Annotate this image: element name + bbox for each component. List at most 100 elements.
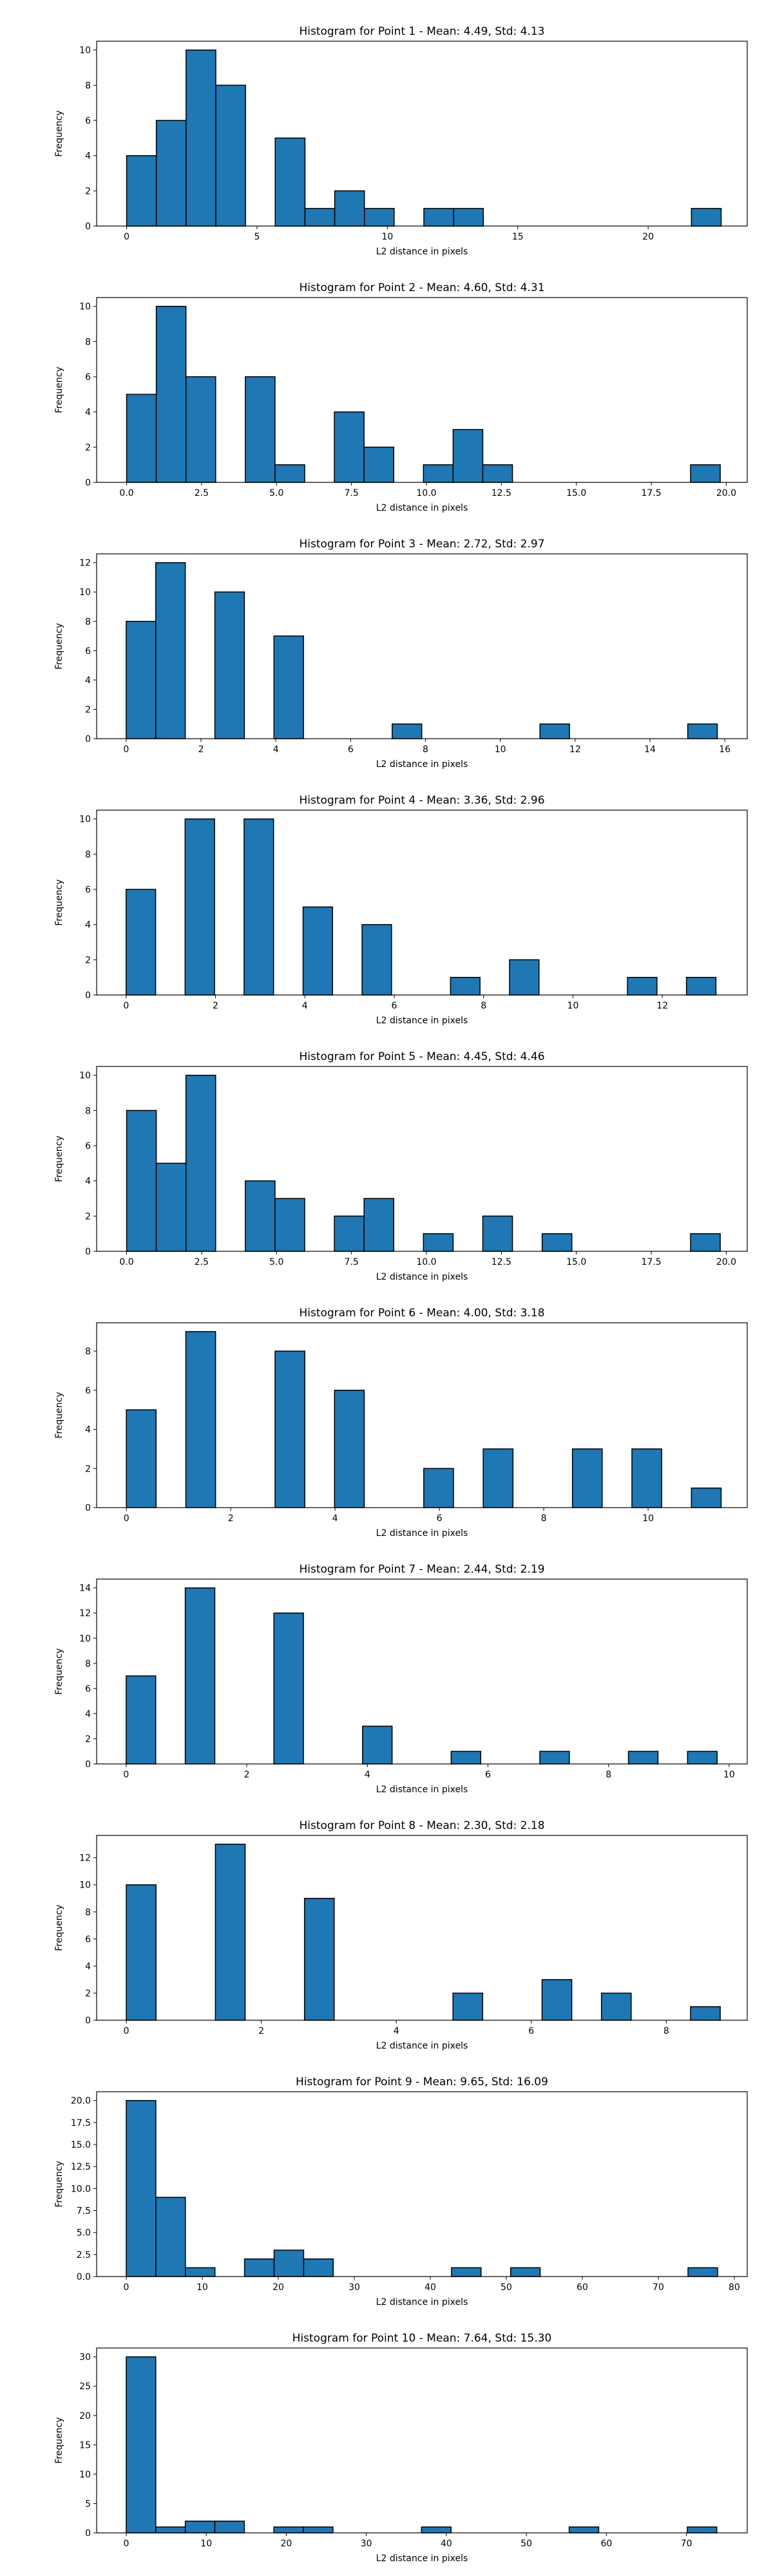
x-tick-label: 20 <box>272 2282 284 2293</box>
chart-title: Histogram for Point 3 - Mean: 2.72, Std:… <box>299 538 544 551</box>
histogram-bar <box>510 2267 541 2277</box>
histogram-bar <box>691 207 722 227</box>
x-tick-label: 6 <box>392 1001 397 1011</box>
x-tick-label: 0 <box>124 2282 129 2293</box>
histogram-panel: Histogram for Point 6 - Mean: 4.00, Std:… <box>54 1307 748 1539</box>
x-tick-label: 10 <box>568 1001 579 1011</box>
histogram-bar <box>334 1215 365 1252</box>
x-axis-label: L2 distance in pixels <box>376 759 468 770</box>
histogram-bar <box>126 1675 157 1765</box>
x-tick-label: 8 <box>606 1770 611 1780</box>
histogram-bar <box>274 464 305 483</box>
y-axis-label: Frequency <box>54 879 64 925</box>
y-tick-label: 17.5 <box>71 2118 91 2128</box>
y-tick-label: 10 <box>79 2470 91 2480</box>
x-tick-label: 14 <box>644 744 656 755</box>
x-tick-label: 17.5 <box>641 488 661 498</box>
x-tick-label: 20.0 <box>716 488 736 498</box>
histogram-panel: Histogram for Point 4 - Mean: 3.36, Std:… <box>54 794 748 1026</box>
x-tick-label: 0.0 <box>119 1257 133 1267</box>
y-tick-label: 6 <box>85 1935 91 1945</box>
histogram-bar <box>186 49 216 227</box>
histogram-bar <box>482 1215 513 1252</box>
x-tick-label: 0 <box>124 1513 129 1524</box>
histogram-bar <box>126 393 157 483</box>
y-tick-label: 10 <box>79 1880 91 1891</box>
x-tick-label: 70 <box>681 2539 692 2549</box>
x-tick-label: 2 <box>244 1770 250 1780</box>
histogram-bar <box>687 1750 718 1765</box>
y-tick-label: 0 <box>85 2528 91 2539</box>
histogram-bar <box>685 976 717 996</box>
y-tick-label: 4 <box>85 1962 91 1972</box>
y-tick-label: 0 <box>85 1503 91 1513</box>
x-tick-label: 10.0 <box>416 1257 436 1267</box>
histogram-bar <box>126 2356 157 2533</box>
x-tick-label: 0 <box>123 1001 129 1011</box>
x-tick-label: 2 <box>213 1001 218 1011</box>
y-axis-label: Frequency <box>54 366 64 413</box>
x-tick-label: 2 <box>198 744 204 755</box>
y-tick-label: 8 <box>85 1908 91 1918</box>
y-tick-label: 2 <box>85 442 91 453</box>
chart-title: Histogram for Point 2 - Mean: 4.60, Std:… <box>299 281 544 294</box>
x-tick-label: 6 <box>528 2026 534 2036</box>
x-tick-label: 50 <box>501 2282 512 2293</box>
x-tick-label: 60 <box>600 2539 612 2549</box>
x-tick-label: 4 <box>302 1001 308 1011</box>
y-tick-label: 4 <box>85 1177 91 1187</box>
histogram-bar <box>482 464 513 483</box>
histogram-bar <box>303 1898 335 2021</box>
y-tick-label: 2 <box>85 1211 91 1222</box>
x-tick-label: 7.5 <box>344 1257 358 1267</box>
histogram-bar <box>245 1180 276 1252</box>
axes-frame <box>96 41 748 227</box>
x-axis-label: L2 distance in pixels <box>376 1272 468 1282</box>
y-tick-label: 10 <box>79 302 91 312</box>
histogram-bar <box>690 1233 721 1252</box>
y-tick-label: 10 <box>79 815 91 825</box>
y-axis-label: Frequency <box>54 2417 64 2463</box>
histogram-bar <box>155 305 187 483</box>
histogram-bar <box>687 2267 718 2277</box>
y-tick-label: 4 <box>85 920 91 931</box>
chart-title: Histogram for Point 4 - Mean: 3.36, Std:… <box>299 794 544 807</box>
histogram-panel: Histogram for Point 9 - Mean: 9.65, Std:… <box>54 2076 748 2307</box>
histogram-bar <box>541 1233 573 1252</box>
x-tick-label: 10 <box>200 2539 212 2549</box>
histogram-bar <box>691 1487 722 1508</box>
y-tick-label: 6 <box>85 646 91 656</box>
y-tick-label: 12.5 <box>71 2162 91 2172</box>
y-axis-label: Frequency <box>54 110 64 156</box>
y-tick-label: 10 <box>79 1071 91 1081</box>
histogram-bar <box>541 1979 573 2021</box>
histogram-bar <box>627 976 658 996</box>
x-tick-label: 2 <box>228 1513 234 1524</box>
y-tick-label: 4 <box>85 676 91 686</box>
x-tick-label: 5 <box>254 232 260 242</box>
y-tick-label: 2 <box>85 705 91 715</box>
axes-frame <box>96 297 748 483</box>
y-tick-label: 10 <box>79 46 91 56</box>
axes-frame <box>96 1835 748 2021</box>
y-tick-label: 6 <box>85 885 91 895</box>
y-tick-label: 10.0 <box>71 2184 91 2194</box>
y-tick-label: 0 <box>85 1247 91 1257</box>
y-tick-label: 20.0 <box>71 2096 91 2107</box>
y-tick-label: 8 <box>85 617 91 627</box>
histogram-bar <box>243 2258 275 2277</box>
x-tick-label: 70 <box>653 2282 664 2293</box>
y-tick-label: 8 <box>85 337 91 347</box>
histogram-bar <box>243 818 274 996</box>
x-tick-label: 7.5 <box>344 488 358 498</box>
axes-frame <box>96 1578 748 1765</box>
histogram-bar <box>126 1110 157 1252</box>
x-tick-label: 6 <box>348 744 354 755</box>
histogram-bar <box>509 959 540 996</box>
histogram-bar <box>155 562 186 739</box>
y-tick-label: 8 <box>85 849 91 860</box>
x-axis-label: L2 distance in pixels <box>376 2553 468 2564</box>
histogram-panel: Histogram for Point 10 - Mean: 7.64, Std… <box>54 2332 748 2564</box>
histogram-bar <box>185 1074 216 1252</box>
